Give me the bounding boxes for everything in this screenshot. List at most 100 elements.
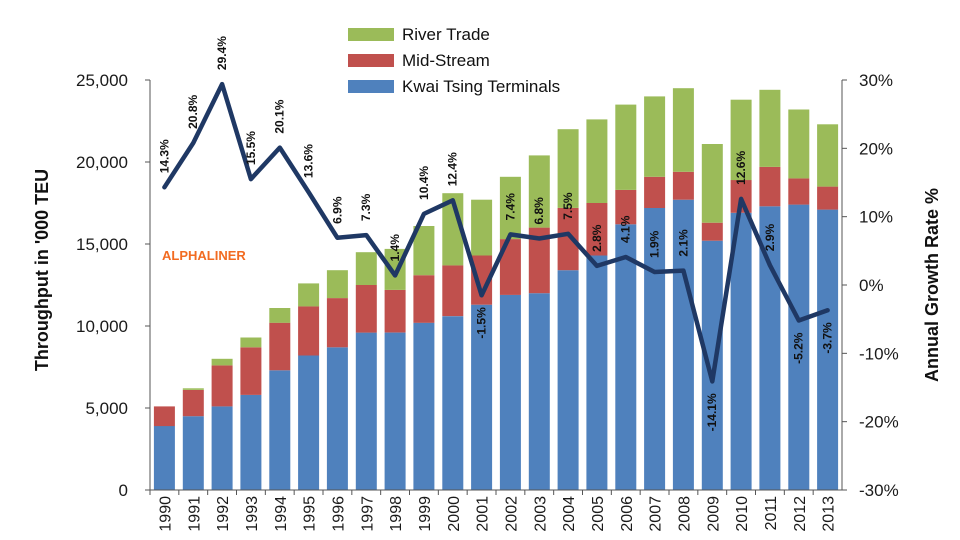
x-tick-label: 2013 (821, 496, 838, 532)
bar-kwai-tsing-terminals-1990 (153, 426, 175, 490)
x-tick-label: 1996 (330, 496, 347, 532)
x-tick-label: 2001 (475, 496, 492, 532)
x-tick-label: 2006 (619, 496, 636, 532)
growth-data-label: 10.4% (417, 166, 431, 200)
bar-kwai-tsing-terminals-1993 (240, 394, 262, 490)
watermark-text: ALPHALINER (162, 248, 246, 263)
growth-data-label: 12.6% (734, 151, 748, 185)
legend-label: Mid-Stream (402, 51, 490, 70)
bar-river-trade-1991 (182, 388, 204, 390)
growth-data-label: 7.5% (561, 192, 575, 220)
bar-river-trade-2009 (701, 144, 723, 223)
bar-river-trade-2012 (788, 109, 810, 179)
bar-kwai-tsing-terminals-1999 (413, 322, 435, 490)
growth-data-label: 4.1% (619, 215, 633, 243)
bar-mid-stream-2000 (442, 265, 464, 317)
x-tick-label: 1998 (388, 496, 405, 532)
bar-river-trade-2013 (817, 124, 839, 187)
y2-tick-label: 30% (859, 71, 893, 90)
growth-data-label: 13.6% (302, 144, 316, 178)
bar-kwai-tsing-terminals-1996 (326, 347, 348, 490)
x-tick-label: 1999 (417, 496, 434, 532)
x-tick-label: 1991 (186, 496, 203, 532)
legend-swatch-river-trade (348, 28, 394, 41)
bar-mid-stream-1996 (326, 298, 348, 348)
growth-data-label: 1.9% (648, 230, 662, 258)
growth-data-label: 2.1% (676, 229, 690, 257)
bar-kwai-tsing-terminals-1992 (211, 406, 233, 490)
bar-kwai-tsing-terminals-2012 (788, 204, 810, 490)
x-tick-label: 1990 (157, 496, 174, 532)
bar-mid-stream-2003 (528, 227, 550, 294)
x-tick-label: 1995 (302, 496, 319, 532)
growth-rate-line (162, 81, 830, 384)
bar-kwai-tsing-terminals-2002 (499, 294, 521, 490)
bar-mid-stream-1994 (269, 322, 291, 371)
y-tick-label: 25,000 (76, 71, 128, 90)
growth-data-label: 6.8% (532, 197, 546, 225)
bar-mid-stream-1998 (384, 289, 406, 333)
growth-data-label: 14.3% (157, 139, 171, 173)
growth-data-label: -3.7% (821, 322, 835, 354)
bar-mid-stream-2009 (701, 222, 723, 241)
legend: River Trade Mid-Stream Kwai Tsing Terminal… (348, 25, 560, 96)
x-tick-label: 2003 (532, 496, 549, 532)
bar-river-trade-1995 (298, 283, 320, 307)
bar-kwai-tsing-terminals-2009 (701, 240, 723, 490)
bar-kwai-tsing-terminals-2004 (557, 270, 579, 490)
y2-tick-label: -30% (859, 481, 899, 500)
growth-data-label: 20.1% (273, 99, 287, 133)
y-tick-label: 20,000 (76, 153, 128, 172)
bar-river-trade-2008 (672, 88, 694, 172)
bars-layer (153, 88, 839, 491)
y2-tick-label: 20% (859, 139, 893, 158)
x-tick-label: 2005 (590, 496, 607, 532)
growth-data-label: 7.4% (503, 193, 517, 221)
bar-river-trade-1999 (413, 226, 435, 276)
bar-kwai-tsing-terminals-2003 (528, 293, 550, 490)
bar-kwai-tsing-terminals-2001 (471, 304, 493, 490)
bar-river-trade-2011 (759, 89, 781, 167)
y2-tick-label: -20% (859, 413, 899, 432)
bar-kwai-tsing-terminals-1997 (355, 332, 377, 490)
x-tick-label: 2012 (792, 496, 809, 532)
bar-mid-stream-2008 (672, 171, 694, 200)
bar-mid-stream-1993 (240, 347, 262, 395)
y-tick-label: 0 (119, 481, 128, 500)
growth-data-label: 12.4% (446, 152, 460, 186)
growth-data-label: 15.5% (244, 131, 258, 165)
bar-mid-stream-2012 (788, 178, 810, 205)
x-tick-label: 2000 (446, 496, 463, 532)
bar-kwai-tsing-terminals-1991 (182, 416, 204, 490)
bar-river-trade-2006 (615, 104, 637, 190)
bar-river-trade-1993 (240, 337, 262, 348)
growth-labels-layer: 14.3% 20.8% 29.4% 15.5% 20.1% 13.6% 6.9% 7.3% 1.… (157, 36, 834, 432)
x-tick-label: 1997 (359, 496, 376, 532)
y2-axis-title: Annual Growth Rate % (922, 188, 942, 382)
growth-data-label: 1.4% (388, 234, 402, 262)
x-tick-label: 2008 (676, 496, 693, 532)
bar-mid-stream-2007 (644, 176, 666, 208)
bar-river-trade-2004 (557, 129, 579, 208)
bar-mid-stream-1992 (211, 365, 233, 407)
bar-kwai-tsing-terminals-2007 (644, 207, 666, 490)
axes-layer: 0 5,000 10,000 15,000 20,000 25,000 -30% -20% -1… (76, 71, 899, 532)
legend-label: Kwai Tsing Terminals (402, 77, 560, 96)
bar-mid-stream-2006 (615, 189, 637, 225)
x-tick-label: 1993 (244, 496, 261, 532)
x-tick-label: 2004 (561, 496, 578, 532)
y-tick-label: 10,000 (76, 317, 128, 336)
legend-swatch-mid-stream (348, 54, 394, 67)
bar-river-trade-2010 (730, 99, 752, 181)
x-tick-label: 1992 (215, 496, 232, 532)
bar-river-trade-1992 (211, 358, 233, 366)
bar-mid-stream-2010 (730, 180, 752, 213)
x-tick-label: 2009 (705, 496, 722, 532)
bar-mid-stream-2005 (586, 203, 608, 256)
bar-mid-stream-2004 (557, 207, 579, 271)
bar-kwai-tsing-terminals-2006 (615, 224, 637, 491)
growth-line-layer (162, 81, 830, 384)
x-tick-label: 2007 (648, 496, 665, 532)
bar-mid-stream-2002 (499, 239, 521, 295)
growth-data-label: -14.1% (705, 393, 719, 431)
